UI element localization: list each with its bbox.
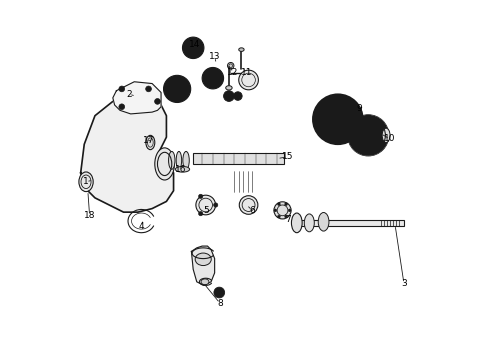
Text: 4: 4 bbox=[139, 222, 144, 231]
Ellipse shape bbox=[318, 212, 329, 231]
Text: 18: 18 bbox=[84, 211, 96, 220]
Ellipse shape bbox=[239, 70, 258, 90]
Ellipse shape bbox=[169, 152, 175, 169]
Circle shape bbox=[363, 130, 374, 141]
Text: 3: 3 bbox=[401, 279, 407, 288]
Circle shape bbox=[155, 99, 160, 104]
Polygon shape bbox=[81, 94, 173, 212]
Circle shape bbox=[198, 194, 203, 198]
Text: 11: 11 bbox=[241, 68, 252, 77]
Ellipse shape bbox=[183, 152, 189, 169]
Circle shape bbox=[285, 215, 288, 218]
FancyBboxPatch shape bbox=[193, 153, 284, 164]
Text: 14: 14 bbox=[189, 40, 201, 49]
Ellipse shape bbox=[155, 148, 174, 180]
Text: 13: 13 bbox=[209, 52, 221, 61]
Circle shape bbox=[214, 203, 218, 207]
Text: 5: 5 bbox=[203, 206, 209, 215]
Text: 15: 15 bbox=[282, 152, 294, 161]
Circle shape bbox=[234, 92, 242, 100]
Circle shape bbox=[164, 75, 191, 103]
Ellipse shape bbox=[382, 128, 390, 143]
Ellipse shape bbox=[226, 86, 232, 90]
Ellipse shape bbox=[176, 152, 182, 169]
Circle shape bbox=[182, 37, 204, 59]
Polygon shape bbox=[113, 82, 161, 114]
Circle shape bbox=[274, 209, 277, 212]
Ellipse shape bbox=[274, 202, 291, 219]
Ellipse shape bbox=[195, 253, 211, 266]
Circle shape bbox=[214, 287, 224, 298]
Ellipse shape bbox=[196, 195, 216, 215]
Text: 6: 6 bbox=[249, 206, 255, 215]
Polygon shape bbox=[192, 246, 215, 285]
Ellipse shape bbox=[292, 213, 302, 233]
Ellipse shape bbox=[304, 214, 314, 232]
Circle shape bbox=[277, 203, 280, 206]
Ellipse shape bbox=[201, 279, 209, 285]
Circle shape bbox=[348, 116, 388, 155]
Text: 8: 8 bbox=[217, 299, 223, 308]
Circle shape bbox=[285, 203, 288, 206]
Ellipse shape bbox=[175, 166, 190, 172]
Text: 1: 1 bbox=[83, 177, 89, 186]
Text: 7: 7 bbox=[285, 215, 291, 224]
Circle shape bbox=[288, 209, 291, 212]
Ellipse shape bbox=[146, 135, 155, 150]
Circle shape bbox=[173, 85, 181, 93]
Circle shape bbox=[223, 91, 234, 102]
Ellipse shape bbox=[227, 63, 234, 69]
Text: 16: 16 bbox=[175, 165, 187, 174]
Circle shape bbox=[327, 109, 348, 130]
Ellipse shape bbox=[239, 196, 258, 214]
Text: 17: 17 bbox=[143, 136, 154, 145]
Text: 12: 12 bbox=[227, 68, 238, 77]
Circle shape bbox=[277, 215, 280, 218]
Circle shape bbox=[119, 86, 124, 92]
FancyBboxPatch shape bbox=[293, 220, 404, 226]
Text: 10: 10 bbox=[384, 134, 395, 143]
Circle shape bbox=[198, 212, 203, 216]
Circle shape bbox=[202, 67, 223, 89]
Circle shape bbox=[146, 86, 151, 92]
Ellipse shape bbox=[239, 48, 244, 51]
Circle shape bbox=[313, 94, 363, 144]
Text: 2: 2 bbox=[126, 90, 132, 99]
Ellipse shape bbox=[79, 172, 93, 192]
Text: 9: 9 bbox=[356, 104, 362, 113]
Circle shape bbox=[119, 104, 124, 110]
